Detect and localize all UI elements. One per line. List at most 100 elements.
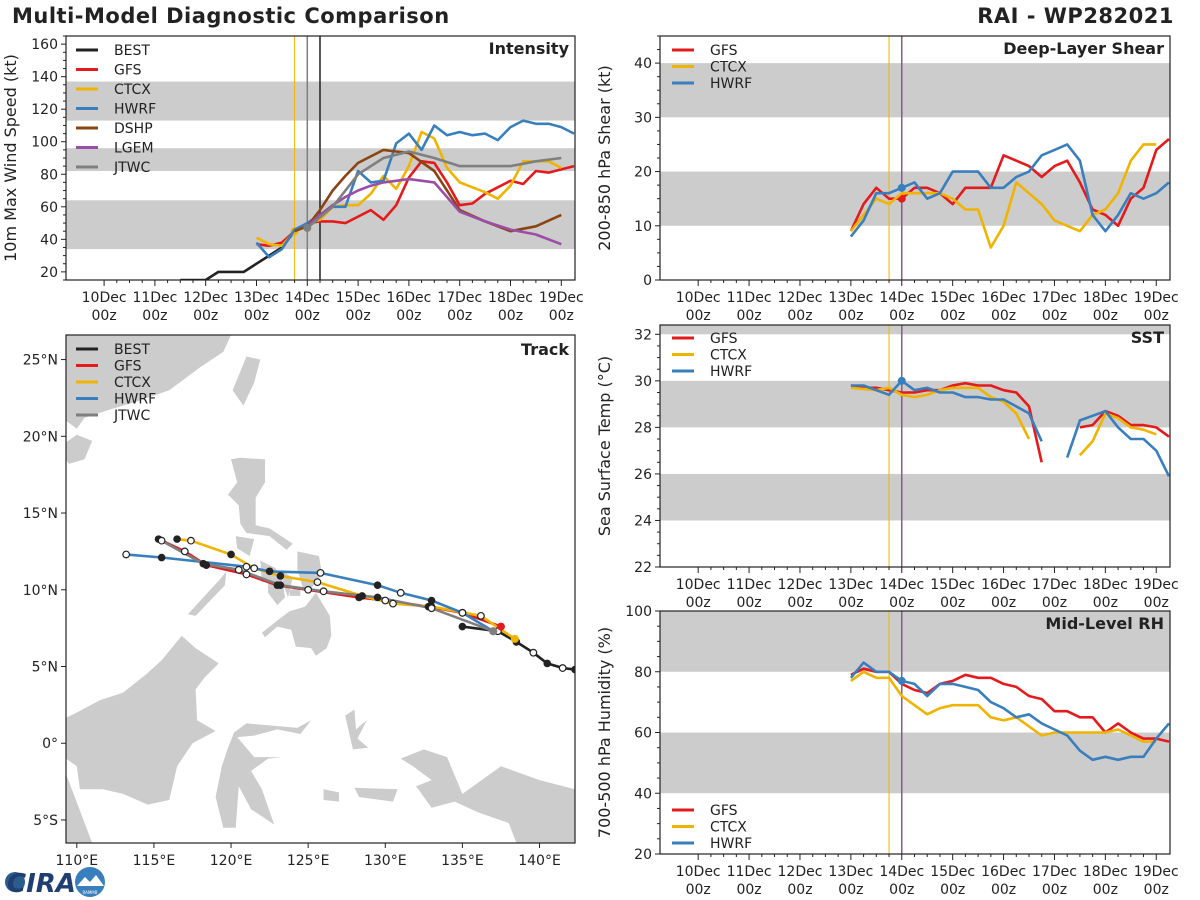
y-axis-label: Sea Surface Temp (°C)	[595, 356, 614, 536]
x-tick-label: 115°E	[133, 853, 176, 869]
panel-title: Intensity	[489, 39, 570, 58]
threshold-band	[660, 473, 1170, 521]
track-start-marker	[510, 634, 519, 643]
cira-logo: CIRA RAMMB	[5, 867, 105, 899]
x-tick-label-hour: 00z	[1093, 882, 1118, 898]
threshold-band	[660, 732, 1170, 794]
axes-frame	[65, 334, 576, 844]
track-marker-00z	[373, 593, 382, 602]
storm-id: RAI - WP282021	[977, 4, 1174, 28]
x-tick-label: 17Dec	[1032, 577, 1077, 593]
y-tick-label: 28	[634, 420, 652, 436]
y-tick-label: 32	[634, 327, 652, 343]
x-tick-label: 140°E	[518, 853, 561, 869]
track-marker-00z	[458, 622, 467, 631]
x-tick-label: 16Dec	[981, 290, 1026, 306]
x-tick-label-hour: 00z	[1144, 595, 1169, 611]
legend-label-ctcx: CTCX	[710, 60, 747, 76]
land-mass	[354, 787, 398, 802]
threshold-band	[660, 380, 1170, 428]
track-marker-12z	[558, 664, 567, 672]
x-tick-label: 18Dec	[1083, 290, 1128, 306]
legend-label-lgem: LGEM	[114, 141, 154, 157]
track-marker-00z	[157, 553, 166, 562]
y-tick-label: 100	[625, 604, 652, 620]
panel-title: Mid-Level RH	[1045, 614, 1164, 633]
x-tick-label: 11Dec	[132, 290, 177, 306]
track-marker-00z	[173, 535, 181, 543]
y-tick-label: 10	[634, 219, 652, 235]
x-tick-label-hour: 00z	[736, 595, 761, 611]
x-tick-label-hour: 00z	[193, 308, 218, 324]
land-mass	[323, 789, 339, 802]
x-tick-label: 18Dec	[488, 290, 533, 306]
series-marker-hwrf	[897, 183, 906, 192]
series-line-jtwc	[306, 150, 562, 229]
land-mass	[289, 588, 301, 596]
x-tick-label-hour: 00z	[1042, 595, 1067, 611]
track-marker-12z	[396, 588, 405, 597]
y-tick-label: 40	[634, 56, 652, 72]
series-line-ctcx	[849, 143, 1157, 249]
track-marker-12z	[234, 565, 243, 574]
x-tick-label-hour: 00z	[940, 595, 965, 611]
series-marker-jtwc	[303, 223, 312, 232]
x-tick-label: 18Dec	[1083, 864, 1128, 880]
legend-label-ctcx: CTCX	[114, 375, 151, 391]
x-tick-label-hour: 00z	[1093, 308, 1118, 324]
x-tick-label: 110°E	[56, 853, 99, 869]
x-tick-label-hour: 00z	[686, 882, 711, 898]
land-mass	[187, 571, 227, 616]
track-marker-12z	[122, 550, 131, 559]
legend-label-hwrf: HWRF	[114, 392, 156, 408]
intensity-panel: 20 40 60 80 100 120 140 160 10m Max Wind Speed (…	[1, 35, 584, 324]
y-tick-label: 15°N	[23, 506, 58, 522]
x-tick-label: 17Dec	[1032, 864, 1077, 880]
x-tick-label: 125°E	[287, 853, 330, 869]
x-tick-label-hour: 00z	[1144, 882, 1169, 898]
track-marker-12z	[319, 587, 328, 596]
track-marker-12z	[381, 596, 390, 605]
y-tick-label: 80	[40, 167, 58, 183]
y-tick-label: 22	[634, 560, 652, 576]
legend-label-hwrf: HWRF	[710, 364, 752, 380]
x-tick-label-hour: 00z	[889, 882, 914, 898]
y-tick-label: 60	[40, 200, 58, 216]
legend-label-ctcx: CTCX	[710, 348, 747, 364]
land-mass	[66, 773, 93, 843]
globe-icon	[5, 872, 25, 892]
y-tick-label: 60	[634, 726, 652, 742]
x-tick-label-hour: 00z	[1042, 308, 1067, 324]
land-mass	[261, 592, 332, 656]
x-tick-label-hour: 00z	[940, 882, 965, 898]
y-tick-label: 0	[643, 273, 652, 289]
x-tick-label-hour: 00z	[787, 882, 812, 898]
shear-panel: 0 10 20 30 40 200-850 hPa Shear (kt) 10Dec 00z 1…	[595, 35, 1179, 324]
series-marker-hwrf	[897, 376, 906, 385]
legend-label-gfs: GFS	[114, 359, 142, 375]
series-marker-hwrf	[897, 676, 906, 685]
x-tick-label: 15Dec	[930, 864, 975, 880]
legend-label-jtwc: JTWC	[113, 408, 151, 424]
x-tick-label: 16Dec	[981, 864, 1026, 880]
x-tick-label: 12Dec	[183, 290, 228, 306]
x-tick-label: 10Dec	[676, 290, 721, 306]
x-tick-label: 120°E	[210, 853, 253, 869]
track-marker-00z	[427, 596, 436, 605]
legend-label-dshp: DSHP	[114, 121, 153, 137]
track-start-marker	[496, 622, 505, 631]
axes-frame	[659, 324, 1171, 568]
y-tick-label: 20	[634, 847, 652, 863]
y-tick-label: 5°N	[32, 660, 58, 676]
x-tick-label-hour: 00z	[991, 308, 1016, 324]
x-tick-label: 11Dec	[727, 290, 772, 306]
y-tick-label: 20	[40, 265, 58, 281]
legend-label-gfs: GFS	[710, 331, 738, 347]
track-marker-12z	[477, 611, 485, 620]
track-marker-12z	[304, 585, 313, 594]
land-mass	[215, 720, 312, 828]
x-tick-label: 10Dec	[676, 577, 721, 593]
track-marker-12z	[242, 562, 251, 571]
track-marker-12z	[157, 536, 166, 545]
threshold-band	[660, 325, 1170, 335]
